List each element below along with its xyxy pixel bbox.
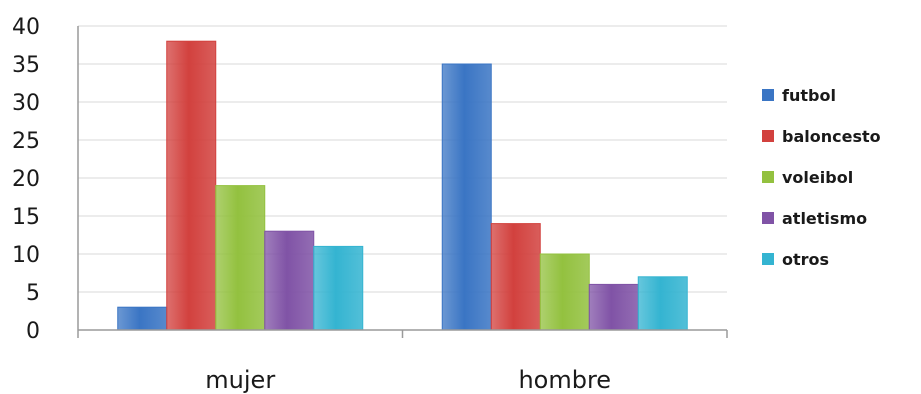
y-tick-labels: 0 5 10 15 20 25 30 35 40 <box>12 15 40 344</box>
legend-swatch-baloncesto <box>762 130 774 142</box>
legend-swatch-voleibol <box>762 171 774 183</box>
legend-label-futbol: futbol <box>782 86 836 105</box>
bar-baloncesto-mujer <box>166 40 217 331</box>
legend-label-otros: otros <box>782 250 829 269</box>
bar-futbol-hombre <box>441 63 492 331</box>
y-tick-label: 35 <box>12 53 40 78</box>
bar-otros-hombre <box>637 276 688 331</box>
legend-swatch-atletismo <box>762 212 774 224</box>
legend-swatch-futbol <box>762 89 774 101</box>
y-tick-label: 0 <box>26 319 40 344</box>
category-label: hombre <box>518 366 611 394</box>
category-label: mujer <box>205 366 275 394</box>
legend: futbol baloncesto voleibol atletismo otros <box>762 86 881 269</box>
bar-otros-mujer <box>313 245 364 331</box>
bar-atletismo-hombre <box>588 283 639 331</box>
y-tick-label: 15 <box>12 205 40 230</box>
category-labels: mujer hombre <box>205 366 611 394</box>
legend-label-voleibol: voleibol <box>782 168 853 187</box>
y-tick-label: 5 <box>26 281 40 306</box>
bar-baloncesto-hombre <box>490 223 541 331</box>
legend-swatch-otros <box>762 253 774 265</box>
y-tick-label: 10 <box>12 243 40 268</box>
bars <box>117 40 688 331</box>
y-tick-label: 20 <box>12 167 40 192</box>
y-tick-label: 30 <box>12 91 40 116</box>
legend-label-baloncesto: baloncesto <box>782 127 881 146</box>
bar-atletismo-mujer <box>264 230 315 331</box>
axes <box>77 26 728 338</box>
bar-futbol-mujer <box>117 306 168 331</box>
y-tick-label: 25 <box>12 129 40 154</box>
bar-voleibol-mujer <box>215 185 266 331</box>
y-tick-label: 40 <box>12 15 40 40</box>
legend-label-atletismo: atletismo <box>782 209 867 228</box>
bar-voleibol-hombre <box>539 253 590 331</box>
